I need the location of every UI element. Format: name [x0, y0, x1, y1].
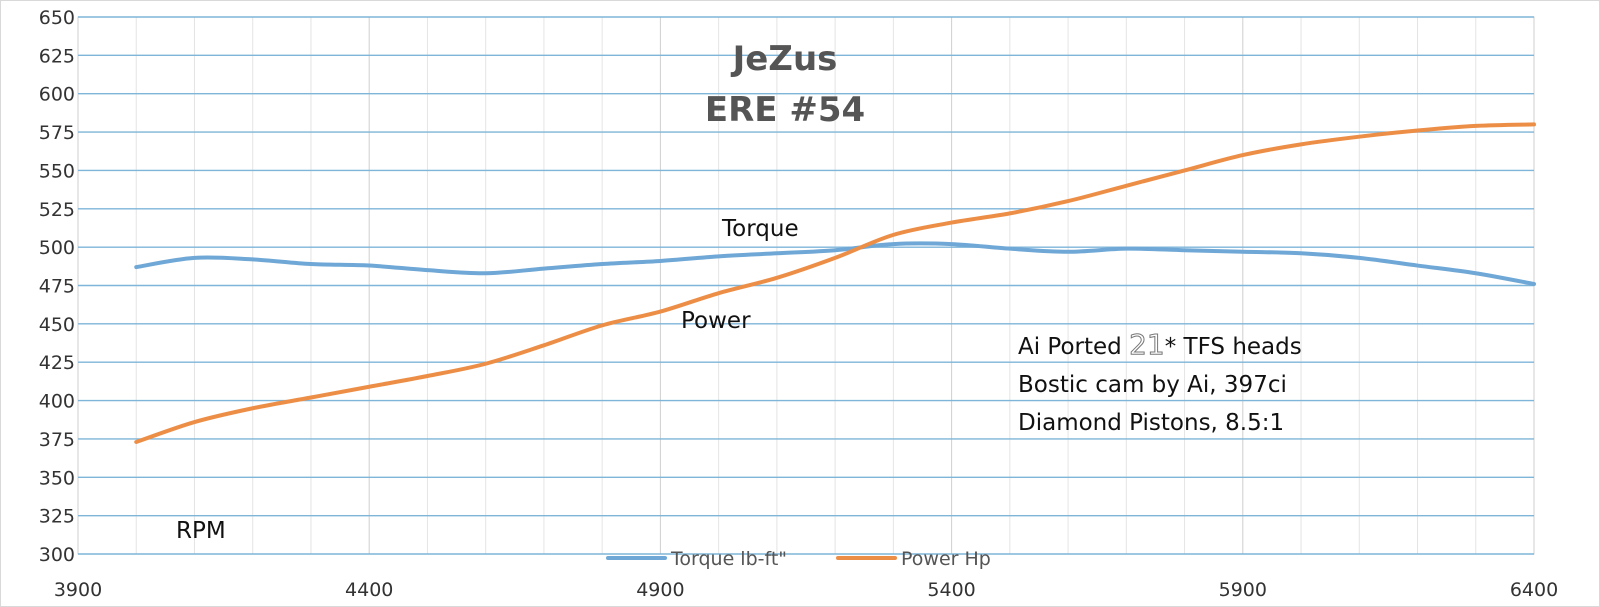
series-layer	[134, 122, 1536, 444]
x-axis-ticks: 3900 4400 4900 5400 5900 6400	[54, 579, 1558, 601]
y-axis-ticks: 300 325 350 375 400 425 450 475 500 525 550 575 600 6…	[39, 7, 75, 566]
x-tick-label: 5900	[1219, 579, 1267, 601]
y-tick-label: 550	[39, 160, 75, 182]
x-tick-label: 3900	[54, 579, 102, 601]
series-line-power	[134, 122, 1536, 444]
legend-label-power: Power Hp	[901, 548, 991, 570]
y-tick-label: 475	[39, 276, 75, 298]
y-tick-label: 300	[39, 544, 75, 566]
torque-annotation: Torque	[721, 216, 799, 242]
x-tick-label: 4400	[345, 579, 393, 601]
y-tick-label: 575	[39, 122, 75, 144]
x-axis-label: RPM	[176, 518, 226, 544]
x-tick-label: 5400	[927, 579, 975, 601]
spec-line-1: Ai Ported 21* TFS heads	[1018, 328, 1302, 361]
y-tick-label: 600	[39, 84, 75, 106]
y-tick-label: 375	[39, 429, 75, 451]
power-annotation: Power	[681, 308, 751, 334]
x-tick-label: 6400	[1510, 579, 1558, 601]
spec-line-1-suffix: * TFS heads	[1165, 334, 1302, 360]
legend: Torque lb-ft" Power Hp	[606, 548, 991, 570]
y-tick-label: 525	[39, 199, 75, 221]
spec-line-1-emphasis: 21	[1129, 328, 1165, 361]
grid	[77, 16, 1535, 555]
y-tick-label: 625	[39, 45, 75, 67]
y-tick-label: 425	[39, 352, 75, 374]
y-tick-label: 650	[39, 7, 75, 29]
y-tick-label: 350	[39, 467, 75, 489]
chart-subtitle: ERE #54	[705, 90, 865, 130]
y-tick-label: 325	[39, 506, 75, 528]
spec-line-1-prefix: Ai Ported	[1018, 334, 1129, 360]
y-tick-label: 450	[39, 314, 75, 336]
series-line-torque	[134, 241, 1536, 286]
y-tick-label: 500	[39, 237, 75, 259]
x-tick-label: 4900	[636, 579, 684, 601]
spec-line-3: Diamond Pistons, 8.5:1	[1018, 410, 1284, 436]
chart-title: JeZus	[731, 39, 838, 79]
y-tick-label: 400	[39, 391, 75, 413]
spec-line-2: Bostic cam by Ai, 397ci	[1018, 372, 1287, 398]
legend-label-torque: Torque lb-ft"	[670, 548, 787, 570]
